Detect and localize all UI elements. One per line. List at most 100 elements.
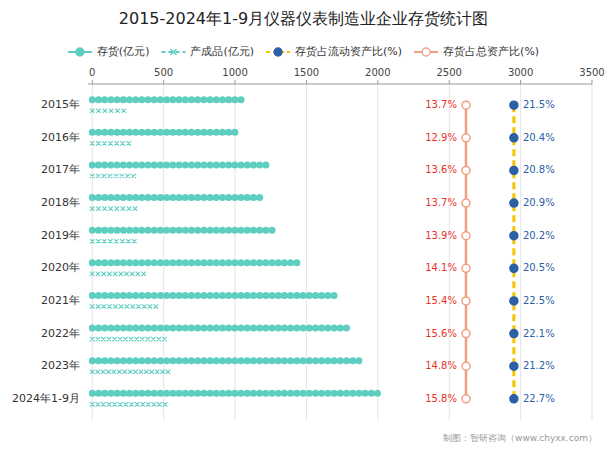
bar (92, 194, 260, 201)
grid-line (377, 84, 378, 420)
title: 2015-2024年1-9月仪器仪表制造业企业存货统计图 (119, 9, 488, 28)
bar (90, 272, 146, 276)
ratio-dot (510, 330, 518, 338)
ratio-dot (510, 395, 518, 403)
bar (92, 357, 363, 364)
data-label: 15.8% (425, 393, 457, 404)
grid-line (520, 84, 521, 420)
tick-label: 2000 (365, 67, 390, 78)
tick-label: 3500 (579, 67, 604, 78)
bar (90, 304, 158, 308)
bar (92, 96, 246, 103)
legend-label: 存货占总资产比(%) (443, 45, 539, 58)
bar (92, 390, 378, 397)
ratio-dot (510, 101, 518, 109)
data-label: 20.2% (523, 230, 555, 241)
bar (92, 259, 302, 266)
ratio-dot (462, 232, 470, 240)
bar (92, 325, 352, 332)
ratio-dot (462, 330, 470, 338)
tick (235, 80, 236, 84)
tick-label: 0 (89, 67, 95, 78)
ratio-dot (462, 101, 470, 109)
ratio-dot (462, 166, 470, 174)
ratio-dot (510, 199, 518, 207)
grid-line (306, 84, 307, 420)
category-label: 2015年 (41, 98, 80, 111)
legend-item: 存货(亿元) (68, 45, 150, 58)
legend-marker (274, 48, 282, 56)
ratio-line (512, 105, 515, 399)
tick-label: 1500 (294, 67, 319, 78)
ratio-dot (510, 166, 518, 174)
data-label: 13.9% (425, 230, 457, 241)
data-label: 15.6% (425, 328, 457, 339)
grid-line (592, 84, 593, 420)
bars (90, 100, 378, 407)
category-label: 2016年 (41, 131, 80, 144)
legend-marker (422, 48, 430, 56)
data-label: 20.4% (523, 132, 555, 143)
data-label: 22.5% (523, 295, 555, 306)
bar (90, 206, 137, 210)
ratio-columns (462, 101, 518, 403)
annotation: 制图：智研咨询（www.chyxx.com） (443, 433, 597, 443)
ratio-line (465, 105, 468, 399)
ratio-dot (510, 232, 518, 240)
data-label: 12.9% (425, 132, 457, 143)
bar (90, 109, 126, 113)
data-label: 20.5% (523, 262, 555, 273)
ratio-dot (462, 297, 470, 305)
category-label: 2024年1-9月 (12, 392, 80, 405)
category-label: 2017年 (41, 163, 80, 176)
chart: 2015-2024年1-9月仪器仪表制造业企业存货统计图050010001500… (0, 0, 607, 449)
tick (163, 80, 164, 84)
data-label: 15.4% (425, 295, 457, 306)
ratio-dot (462, 134, 470, 142)
bar (92, 129, 236, 136)
bar (90, 174, 136, 178)
legend: 存货(亿元) 产成品(亿元) 存货占流动资产比(%) 存货占总资产比(%) (68, 45, 539, 58)
data-label: 13.7% (425, 99, 457, 110)
data-label: 21.2% (523, 360, 555, 371)
category-label: 2018年 (41, 196, 80, 209)
x-axis: 0500100015002000250030003500 (88, 67, 605, 420)
data-label: 22.1% (523, 328, 555, 339)
legend-marker (170, 49, 176, 55)
category-label: 2020年 (41, 261, 80, 274)
bar (90, 239, 137, 243)
ratio-dot (462, 199, 470, 207)
tick (520, 80, 521, 84)
tick-label: 3000 (508, 67, 533, 78)
ratio-dot (462, 395, 470, 403)
ratio-dot (510, 134, 518, 142)
ratio-dot (510, 297, 518, 305)
data-label: 20.8% (523, 164, 555, 175)
data-label: 13.7% (425, 197, 457, 208)
bar (92, 227, 275, 234)
bar (90, 141, 131, 145)
tick (377, 80, 378, 84)
legend-item: 存货占流动资产比(%) (266, 45, 402, 58)
bar (90, 370, 170, 374)
tick-label: 1000 (222, 67, 247, 78)
data-label: 14.8% (425, 360, 457, 371)
data-label: 22.7% (523, 393, 555, 404)
data-label: 14.1% (425, 262, 457, 273)
category-label: 2023年 (41, 359, 80, 372)
legend-label: 产成品(亿元) (190, 45, 254, 58)
ratio-dot (462, 264, 470, 272)
tick-label: 2500 (436, 67, 461, 78)
category-label: 2019年 (41, 229, 80, 242)
legend-marker (76, 48, 84, 56)
legend-item: 产成品(亿元) (161, 45, 254, 58)
y-axis: 2015年2016年2017年2018年2019年2020年2021年2022年… (12, 98, 80, 405)
tick (592, 80, 593, 84)
axis-line (88, 84, 592, 85)
tick (92, 80, 93, 84)
bar (90, 402, 167, 406)
tick (306, 80, 307, 84)
data-label: 13.6% (425, 164, 457, 175)
data-labels: 21.5%20.4%20.8%20.9%20.2%20.5%22.5%22.1%… (425, 99, 554, 404)
legend-label: 存货(亿元) (97, 45, 150, 58)
